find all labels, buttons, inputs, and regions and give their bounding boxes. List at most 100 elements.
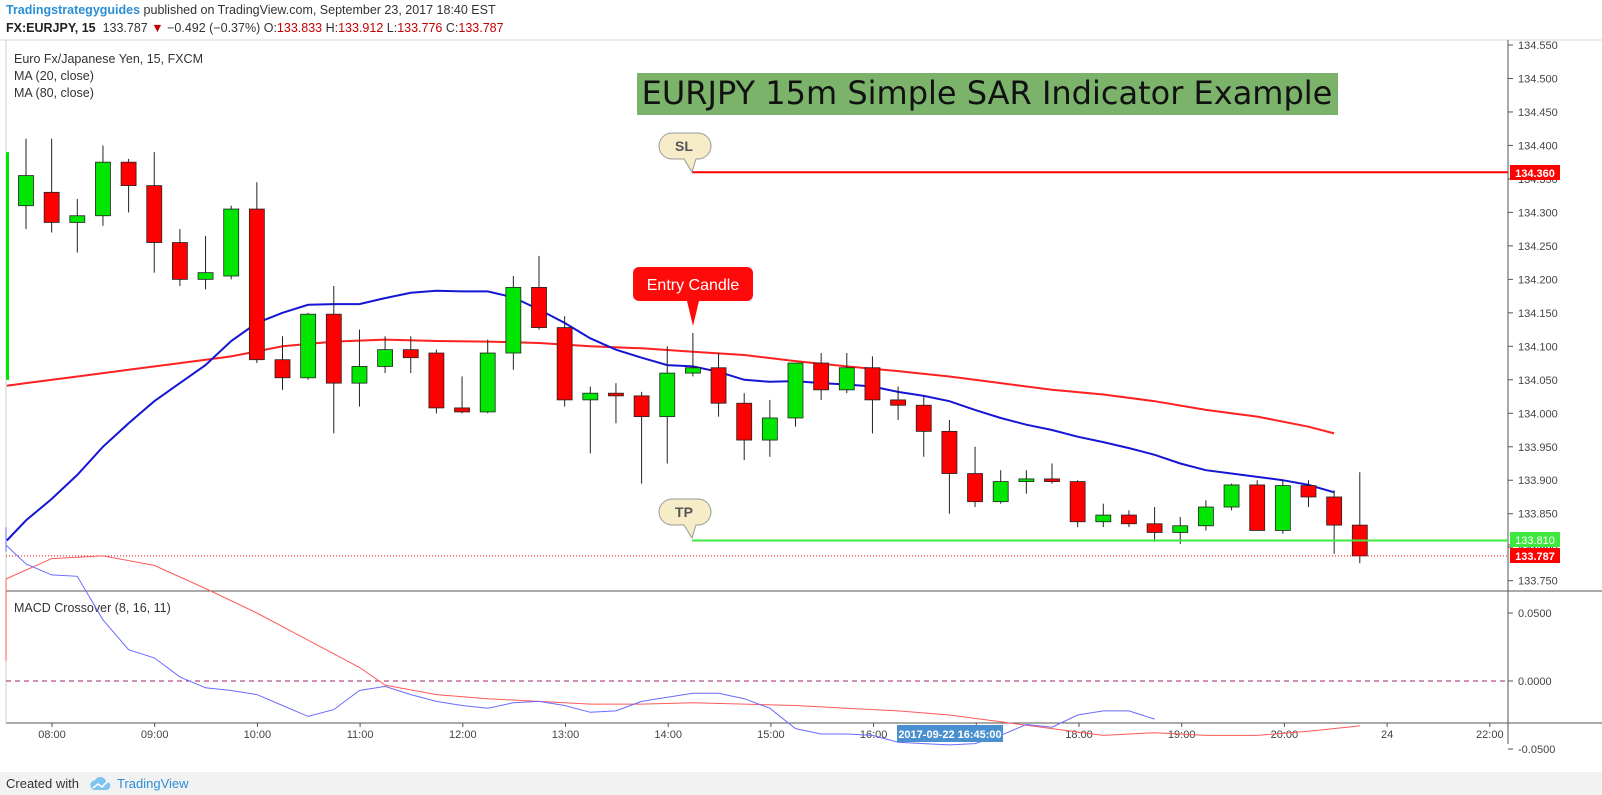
- time-tick-label: 08:00: [38, 729, 66, 741]
- price-tick-label: 134.150: [1518, 308, 1558, 320]
- tradingview-brand[interactable]: TradingView: [117, 776, 189, 791]
- last-price-tag: 133.787: [1510, 548, 1560, 563]
- partial-candle: [6, 152, 9, 380]
- candle-body-down: [1300, 485, 1317, 498]
- candle-body-down: [941, 430, 958, 474]
- time-tick-label: 19:00: [1168, 729, 1196, 741]
- candle[interactable]: [608, 383, 624, 424]
- candle-body-down: [402, 349, 419, 359]
- candle[interactable]: [685, 332, 701, 377]
- price-axis[interactable]: 134.550134.500134.450134.400134.350134.3…: [1508, 40, 1558, 588]
- candle[interactable]: [1095, 503, 1112, 528]
- candle[interactable]: [838, 353, 855, 394]
- candle[interactable]: [1274, 480, 1291, 534]
- time-axis[interactable]: 08:00 09:00 10:00 11:00 12:00 13:00 14:00 15:00…: [38, 723, 1504, 741]
- candle[interactable]: [479, 339, 496, 414]
- ma80-legend[interactable]: MA (80, close): [14, 86, 94, 100]
- candle[interactable]: [43, 138, 60, 233]
- candle[interactable]: [864, 356, 881, 434]
- candle[interactable]: [69, 199, 86, 253]
- candle[interactable]: [1044, 463, 1060, 484]
- candle[interactable]: [967, 446, 983, 508]
- candle[interactable]: [223, 205, 240, 280]
- candle-body-down: [1326, 496, 1343, 526]
- time-tick-label: 14:00: [654, 729, 682, 741]
- candle[interactable]: [402, 336, 419, 374]
- sl-price-tag: 134.360: [1510, 165, 1560, 180]
- candle[interactable]: [197, 235, 214, 290]
- candle-body-up: [18, 175, 34, 207]
- candle[interactable]: [915, 396, 932, 457]
- publisher-line: Tradingstrategyguides published on Tradi…: [6, 3, 496, 17]
- candle[interactable]: [377, 336, 394, 374]
- candle[interactable]: [248, 182, 265, 364]
- candle[interactable]: [890, 386, 906, 420]
- last-price-label: 133.787: [1515, 551, 1555, 563]
- down-arrow-icon: ▼: [151, 21, 164, 35]
- instrument-legend: Euro Fx/Japanese Yen, 15, FXCM: [14, 52, 203, 66]
- candle[interactable]: [351, 329, 368, 407]
- candle[interactable]: [1300, 480, 1317, 508]
- candle[interactable]: [556, 316, 573, 407]
- candle[interactable]: [1146, 507, 1163, 542]
- candle[interactable]: [1326, 490, 1343, 554]
- candle-body-up: [761, 417, 778, 441]
- candle[interactable]: [1069, 480, 1086, 528]
- open-value: 133.833: [276, 21, 323, 35]
- candle[interactable]: [454, 376, 470, 414]
- candle[interactable]: [1172, 517, 1189, 544]
- candle[interactable]: [146, 152, 163, 273]
- candle[interactable]: [171, 229, 188, 287]
- tradingview-cloud-icon[interactable]: [88, 777, 114, 791]
- candle[interactable]: [813, 353, 830, 400]
- tp-callout[interactable]: TP: [658, 498, 712, 540]
- price-tick-label: 133.750: [1518, 576, 1558, 588]
- candle[interactable]: [582, 386, 599, 454]
- candle-body-up: [197, 272, 214, 280]
- candle[interactable]: [300, 312, 317, 380]
- candle-body-down: [608, 392, 624, 397]
- candle[interactable]: [710, 353, 727, 417]
- candle[interactable]: [633, 391, 650, 484]
- candle[interactable]: [1121, 510, 1137, 528]
- candle-body-down: [1249, 484, 1266, 531]
- time-tick-label: 11:00: [347, 729, 374, 741]
- candle-body-down: [1121, 514, 1137, 525]
- candle[interactable]: [325, 286, 342, 434]
- candle-body-down: [1146, 523, 1163, 533]
- sl-callout[interactable]: SL: [658, 132, 712, 174]
- candle[interactable]: [505, 276, 522, 370]
- candle[interactable]: [659, 346, 676, 464]
- candle[interactable]: [120, 158, 137, 213]
- candle-body-down: [633, 395, 650, 418]
- macd-legend[interactable]: MACD Crossover (8, 16, 11): [14, 601, 171, 615]
- candle[interactable]: [18, 138, 34, 230]
- candle[interactable]: [1018, 470, 1035, 494]
- sl-label: SL: [675, 138, 693, 154]
- candle[interactable]: [787, 362, 804, 427]
- candle[interactable]: [428, 349, 445, 414]
- publisher-name[interactable]: Tradingstrategyguides: [6, 3, 141, 17]
- candle[interactable]: [1198, 500, 1214, 531]
- candle[interactable]: [274, 336, 291, 390]
- time-tick-label: 20:00: [1271, 729, 1299, 741]
- entry-candle-callout[interactable]: Entry Candle: [633, 267, 753, 326]
- ma20-legend[interactable]: MA (20, close): [14, 69, 94, 83]
- candle[interactable]: [1223, 483, 1240, 511]
- candle[interactable]: [95, 145, 111, 226]
- candle-body-down: [736, 402, 753, 441]
- candle[interactable]: [736, 393, 753, 461]
- chart-canvas[interactable]: 134.550134.500134.450134.400134.350134.3…: [0, 0, 1602, 772]
- time-tick-label: 15:00: [757, 729, 785, 741]
- candle[interactable]: [1249, 480, 1266, 531]
- candle[interactable]: [761, 399, 778, 457]
- macd-signal-line[interactable]: [5, 555, 1360, 736]
- macd-line[interactable]: [5, 527, 1155, 746]
- candle-body-down: [531, 286, 547, 328]
- candle-body-up: [300, 313, 317, 379]
- time-tick-label: 10:00: [244, 729, 272, 741]
- candle[interactable]: [531, 255, 547, 330]
- candle[interactable]: [941, 419, 958, 514]
- candle[interactable]: [992, 470, 1009, 504]
